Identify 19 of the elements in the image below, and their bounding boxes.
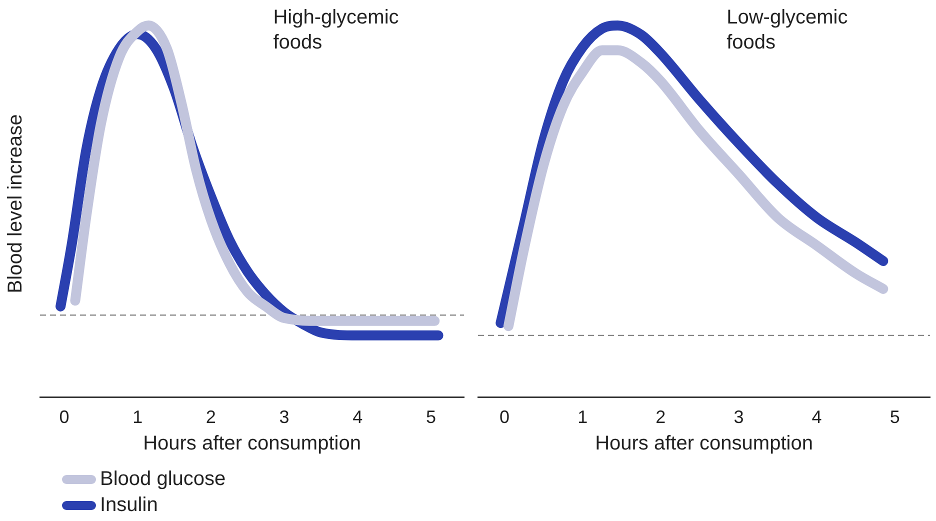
x-tick-label: 4 <box>352 407 363 428</box>
x-axis-title: Hours after consumption <box>143 432 361 455</box>
annotation: High-glycemic foods <box>273 6 399 54</box>
x-tick-label: 1 <box>132 407 143 428</box>
legend-label: Blood glucose <box>100 468 226 490</box>
legend-label: Insulin <box>100 494 158 516</box>
x-tick-label: 4 <box>812 407 822 428</box>
x-tick-label: 1 <box>578 407 588 428</box>
x-tick-label: 3 <box>279 407 290 428</box>
x-tick-label: 5 <box>426 407 436 428</box>
x-tick-label: 0 <box>59 407 70 428</box>
annotation: Low-glycemic foods <box>726 6 848 54</box>
x-tick-label: 2 <box>656 407 666 428</box>
x-tick-label: 0 <box>500 407 510 428</box>
x-tick-label: 5 <box>890 407 900 428</box>
x-tick-label: 2 <box>206 407 216 428</box>
x-axis-title: Hours after consumption <box>595 432 813 455</box>
x-tick-label: 3 <box>734 407 744 428</box>
y-axis-title: Blood level increase <box>4 114 27 294</box>
